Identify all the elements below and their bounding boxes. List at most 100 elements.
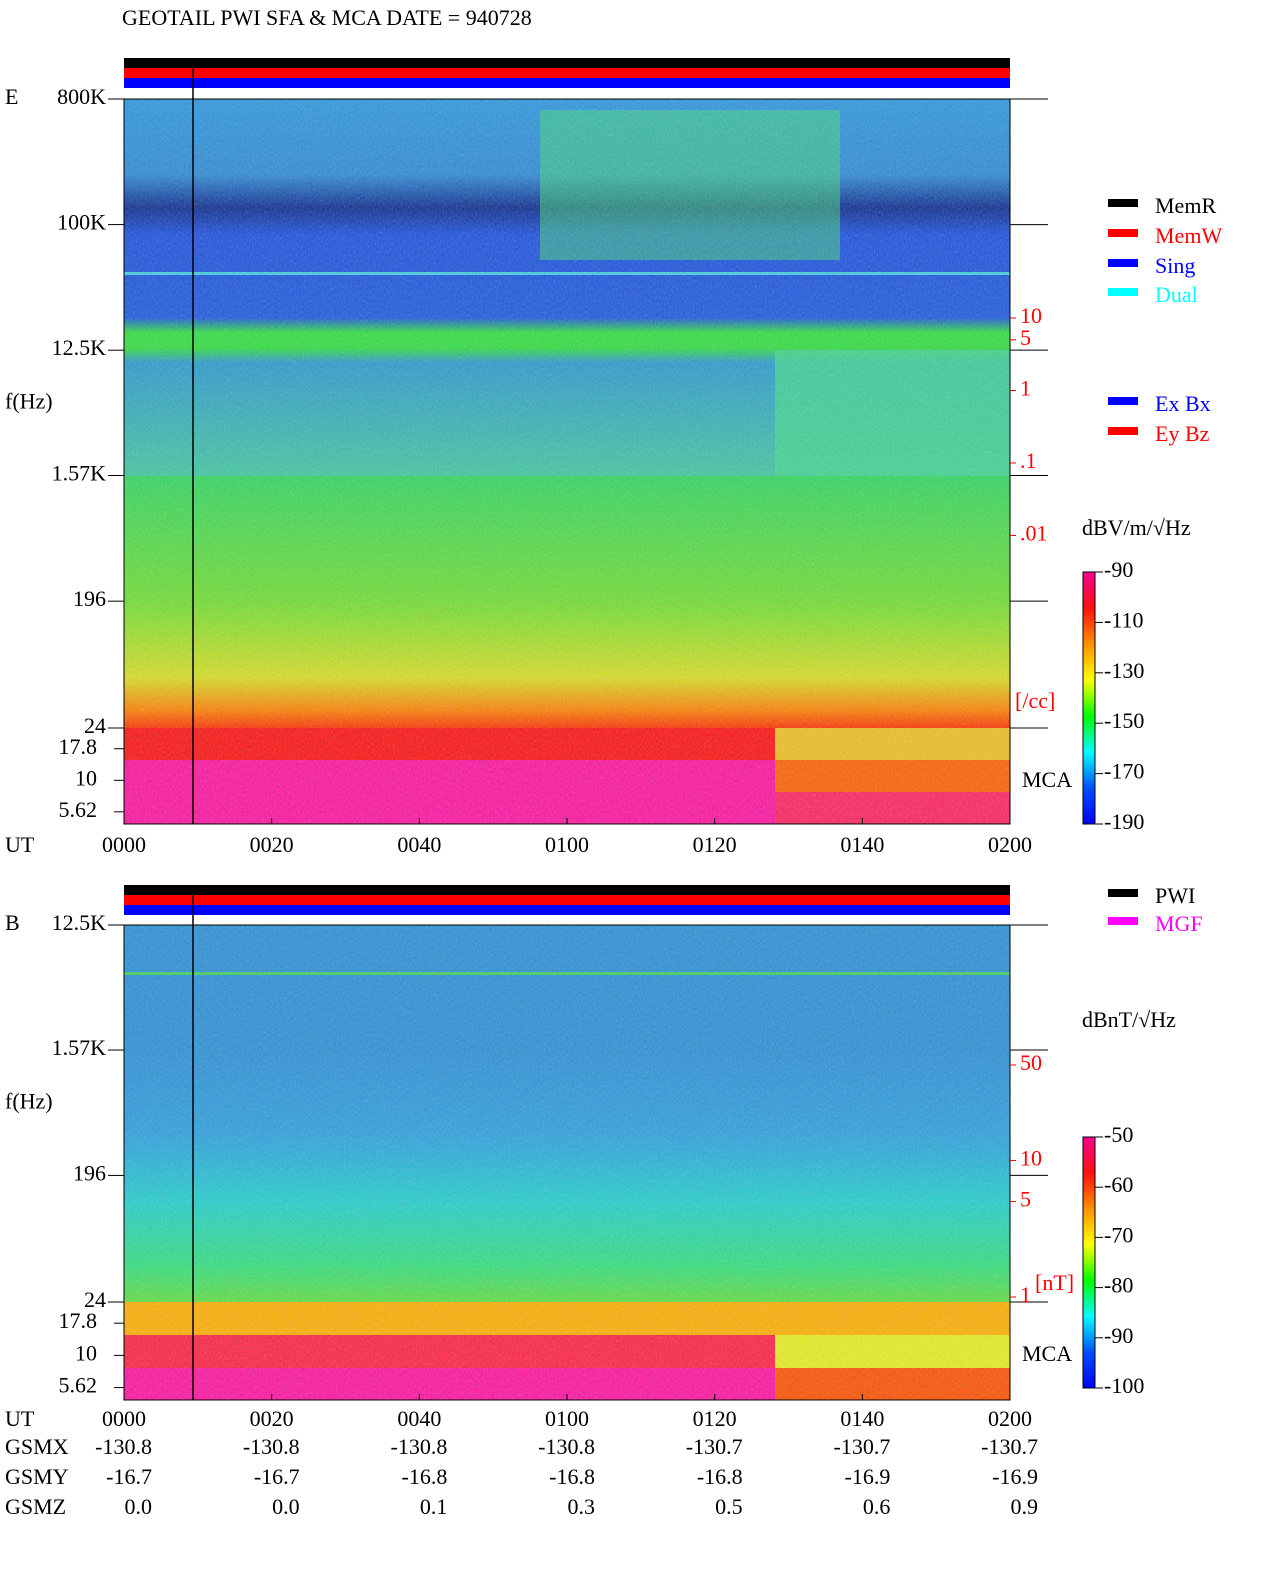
- x-tick-label: 0120: [693, 832, 737, 857]
- orbit-value: -16.8: [697, 1464, 743, 1489]
- mca-tick-label: 5.62: [59, 797, 98, 822]
- colorbar-tick-label: -60: [1104, 1172, 1133, 1197]
- mca-tick-label: 17.8: [59, 734, 98, 759]
- x-tick-label: 0120: [693, 1406, 737, 1431]
- x-tick-label: 0140: [840, 832, 884, 857]
- colorbar-tick-label: -150: [1104, 708, 1144, 733]
- density-tick-label: 5: [1020, 325, 1031, 350]
- y-tick-label: 24: [84, 1287, 106, 1312]
- x-tick-label: 0200: [988, 1406, 1032, 1431]
- density-tick-label: 1: [1020, 376, 1031, 401]
- colorbar-tick-label: -190: [1104, 809, 1144, 834]
- legend-swatch: [1108, 288, 1138, 296]
- mca-tick-label: 10: [75, 765, 97, 790]
- legend-swatch: [1108, 229, 1138, 237]
- colorbar-tick-label: -90: [1104, 557, 1133, 582]
- legend-label: Ey Bz: [1155, 421, 1210, 446]
- orbit-value: -16.8: [549, 1464, 595, 1489]
- colorbar-label: dBnT/√Hz: [1082, 1007, 1176, 1032]
- spectrogram-e: [124, 99, 1010, 824]
- orbit-value: -16.9: [992, 1464, 1038, 1489]
- density-tick-label: 10: [1020, 303, 1042, 328]
- colorbar-tick-label: -170: [1104, 759, 1144, 784]
- x-tick-label: 0140: [840, 1406, 884, 1431]
- legend-swatch: [1108, 889, 1138, 897]
- colorbar-tick-label: -70: [1104, 1222, 1133, 1247]
- orbit-row-label: GSMX: [5, 1434, 69, 1459]
- density-unit: [/cc]: [1015, 688, 1055, 713]
- x-tick-label: 0020: [250, 1406, 294, 1431]
- orbit-value: -16.7: [254, 1464, 300, 1489]
- x-tick-label: 0040: [397, 1406, 441, 1431]
- orbit-row-label: GSMZ: [5, 1494, 66, 1519]
- x-tick-label: 0100: [545, 832, 589, 857]
- y-tick-label: 1.57K: [52, 461, 107, 486]
- panel-label: E: [5, 84, 18, 109]
- status-bars: [124, 58, 1010, 915]
- mca-label: MCA: [1022, 1341, 1072, 1366]
- x-tick-label: 0000: [102, 832, 146, 857]
- density-tick-label: .01: [1020, 521, 1048, 546]
- orbit-value: -16.8: [402, 1464, 448, 1489]
- legend-swatch: [1108, 259, 1138, 267]
- density-unit: [nT]: [1035, 1270, 1074, 1295]
- legend-label: PWI: [1155, 883, 1195, 908]
- orbit-value: -130.7: [834, 1434, 891, 1459]
- colorbar-tick-label: -130: [1104, 658, 1144, 683]
- colorbar-tick-label: -90: [1104, 1323, 1133, 1348]
- orbit-value: -130.8: [391, 1434, 448, 1459]
- legend-label: MemR: [1155, 193, 1216, 218]
- orbit-value: -130.7: [686, 1434, 743, 1459]
- x-tick-label: 0100: [545, 1406, 589, 1431]
- y-axis-label: f(Hz): [5, 389, 53, 414]
- y-tick-label: 24: [84, 713, 106, 738]
- mca-label: MCA: [1022, 767, 1072, 792]
- x-axis-label: UT: [5, 832, 35, 857]
- density-tick-label: 50: [1020, 1050, 1042, 1075]
- y-tick-label: 1.57K: [52, 1035, 107, 1060]
- y-tick-label: 12.5K: [52, 910, 107, 935]
- legend-swatch: [1108, 427, 1138, 435]
- x-tick-label: 0020: [250, 832, 294, 857]
- colorbar-tick-label: -80: [1104, 1273, 1133, 1298]
- legend-swatch: [1108, 917, 1138, 925]
- orbit-value: -130.8: [243, 1434, 300, 1459]
- colorbar: [1082, 571, 1096, 825]
- colorbar-tick-label: -110: [1104, 607, 1144, 632]
- mca-tick-label: 10: [75, 1340, 97, 1365]
- colorbar-tick-label: -50: [1104, 1122, 1133, 1147]
- orbit-value: -130.8: [95, 1434, 152, 1459]
- mca-tick-label: 5.62: [59, 1373, 98, 1398]
- y-tick-label: 100K: [57, 210, 106, 235]
- y-tick-label: 196: [73, 586, 106, 611]
- orbit-value: 0.1: [420, 1494, 448, 1519]
- panel-label: B: [5, 910, 20, 935]
- colorbar: [1082, 1136, 1096, 1389]
- legend-label: Dual: [1155, 282, 1198, 307]
- legend-swatch: [1108, 199, 1138, 207]
- y-tick-label: 800K: [57, 84, 106, 109]
- colorbar-tick-label: -100: [1104, 1373, 1144, 1398]
- orbit-value: 0.9: [1011, 1494, 1039, 1519]
- legend-label: MemW: [1155, 223, 1222, 248]
- x-tick-label: 0000: [102, 1406, 146, 1431]
- y-tick-label: 12.5K: [52, 335, 107, 360]
- orbit-value: -16.7: [106, 1464, 152, 1489]
- x-tick-label: 0200: [988, 832, 1032, 857]
- colorbar-label: dBV/m/√Hz: [1082, 515, 1191, 540]
- legend-label: Ex Bx: [1155, 391, 1211, 416]
- x-tick-label: 0040: [397, 832, 441, 857]
- orbit-value: -130.7: [981, 1434, 1038, 1459]
- orbit-value: 0.0: [272, 1494, 300, 1519]
- density-tick-label: 5: [1020, 1187, 1031, 1212]
- x-axis-label: UT: [5, 1406, 35, 1431]
- orbit-value: 0.5: [715, 1494, 743, 1519]
- orbit-row-label: GSMY: [5, 1464, 69, 1489]
- density-tick-label: 10: [1020, 1145, 1042, 1170]
- orbit-value: -130.8: [538, 1434, 595, 1459]
- legend-label: MGF: [1155, 911, 1203, 936]
- orbit-value: -16.9: [845, 1464, 891, 1489]
- chart-title: GEOTAIL PWI SFA & MCA DATE = 940728: [122, 5, 532, 30]
